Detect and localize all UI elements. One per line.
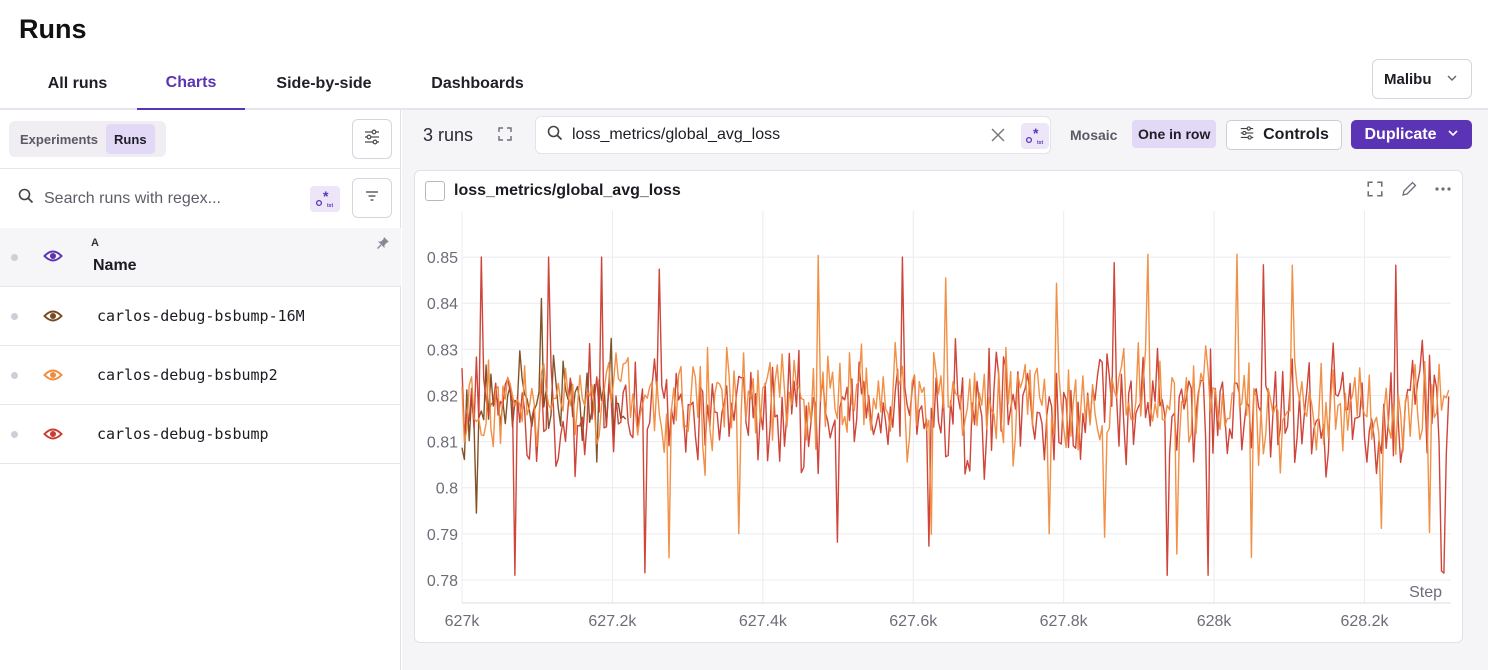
x-tick-label: 627k	[445, 613, 481, 630]
view-tabs: All runs Charts Side-by-side Dashboards	[0, 58, 1488, 111]
segment-experiments[interactable]: Experiments	[20, 131, 99, 147]
tab-all-runs[interactable]: All runs	[47, 75, 108, 92]
filter-button[interactable]	[352, 178, 392, 218]
row-dot	[11, 372, 18, 379]
run-row[interactable]: carlos-debug-bsbump2	[0, 346, 401, 405]
run-row[interactable]: carlos-debug-bsbump-16M	[0, 287, 401, 346]
run-row[interactable]: carlos-debug-bsbump	[0, 405, 401, 464]
y-tick-label: 0.78	[427, 573, 458, 590]
column-name-header[interactable]: Name	[93, 257, 137, 274]
project-select[interactable]: Malibu	[1372, 59, 1472, 99]
duplicate-label: Duplicate	[1364, 125, 1437, 143]
sliders-icon	[1239, 125, 1255, 146]
layout-one-in-row[interactable]: One in row	[1132, 120, 1217, 148]
x-tick-label: 628k	[1197, 613, 1233, 630]
y-tick-label: 0.83	[427, 342, 458, 359]
x-tick-label: 627.6k	[889, 613, 938, 630]
clear-icon[interactable]	[990, 127, 1006, 148]
view-segmented-control: Experiments Runs	[9, 121, 166, 157]
search-icon	[18, 188, 34, 209]
row-dot	[11, 313, 18, 320]
x-tick-label: 627.4k	[739, 613, 788, 630]
column-settings-button[interactable]	[352, 119, 392, 159]
x-tick-label: 628.2k	[1340, 613, 1389, 630]
panel-title: loss_metrics/global_avg_loss	[454, 182, 681, 199]
panel-tools	[1366, 180, 1452, 198]
svg-text:txt: txt	[1037, 140, 1043, 145]
y-tick-label: 0.81	[427, 435, 458, 452]
toggle-all-visibility-icon[interactable]	[43, 248, 63, 269]
loss-chart[interactable]: 0.78 0.79 0.8 0.81 0.82 0.83 0.84 0.85 627k 627.2…	[415, 171, 1464, 644]
y-tick-label: 0.79	[427, 527, 458, 544]
y-tick-label: 0.84	[427, 296, 458, 313]
pin-icon[interactable]	[376, 236, 390, 255]
duplicate-button[interactable]: Duplicate	[1351, 120, 1472, 149]
chevron-down-icon	[1445, 71, 1459, 89]
chevron-down-icon	[1447, 126, 1459, 144]
fullscreen-icon[interactable]	[1366, 180, 1384, 198]
runs-count: 3 runs	[423, 125, 474, 145]
run-name: carlos-debug-bsbump2	[97, 366, 278, 384]
run-search	[18, 188, 264, 209]
tab-dashboards[interactable]: Dashboards	[431, 75, 524, 92]
y-tick-label: 0.8	[436, 481, 458, 498]
filter-icon	[364, 189, 380, 208]
segment-runs[interactable]: Runs	[106, 124, 155, 154]
eye-icon[interactable]	[43, 367, 63, 388]
svg-text:*: *	[323, 190, 329, 204]
charts-main: 3 runs *txt Mosaic One in row Controls D…	[402, 110, 1488, 670]
search-icon	[547, 125, 563, 146]
tab-side-by-side[interactable]: Side-by-side	[276, 75, 372, 92]
run-name: carlos-debug-bsbump	[97, 425, 269, 443]
eye-icon[interactable]	[43, 308, 63, 329]
metric-search: *txt	[535, 116, 1051, 154]
controls-button[interactable]: Controls	[1226, 120, 1342, 150]
panel-select-checkbox[interactable]	[425, 181, 445, 201]
sliders-icon	[363, 128, 381, 151]
edit-pencil-icon[interactable]	[1400, 180, 1418, 198]
y-tick-label: 0.82	[427, 388, 458, 405]
x-tick-label: 627.2k	[588, 613, 637, 630]
regex-toggle-icon[interactable]: * txt	[310, 186, 340, 212]
svg-text:txt: txt	[327, 203, 333, 208]
column-letter: A	[91, 237, 99, 249]
header-dot	[11, 254, 18, 261]
expand-icon[interactable]	[497, 126, 513, 147]
row-dot	[11, 431, 18, 438]
runs-sidebar: Experiments Runs *txt A Name	[0, 110, 401, 670]
project-select-value: Malibu	[1384, 70, 1432, 88]
metric-search-input[interactable]	[572, 126, 972, 144]
x-tick-label: 627.8k	[1040, 613, 1089, 630]
page-title: Runs	[19, 14, 87, 44]
tab-charts[interactable]: Charts	[137, 58, 245, 111]
run-name: carlos-debug-bsbump-16M	[97, 307, 305, 325]
regex-toggle-icon[interactable]: * txt	[1021, 123, 1049, 149]
controls-label: Controls	[1263, 126, 1329, 143]
series-line	[461, 256, 1450, 576]
x-axis-label: Step	[1409, 584, 1442, 601]
chart-panel: 0.78 0.79 0.8 0.81 0.82 0.83 0.84 0.85 627k 627.2…	[414, 170, 1463, 643]
run-search-input[interactable]	[44, 189, 264, 208]
runs-table-header: A Name	[0, 228, 401, 287]
svg-text:*: *	[1033, 127, 1039, 141]
eye-icon[interactable]	[43, 426, 63, 447]
layout-mosaic[interactable]: Mosaic	[1070, 127, 1118, 143]
y-tick-label: 0.85	[427, 250, 458, 267]
more-options-icon[interactable]	[1434, 180, 1452, 198]
series-line	[461, 253, 1450, 559]
